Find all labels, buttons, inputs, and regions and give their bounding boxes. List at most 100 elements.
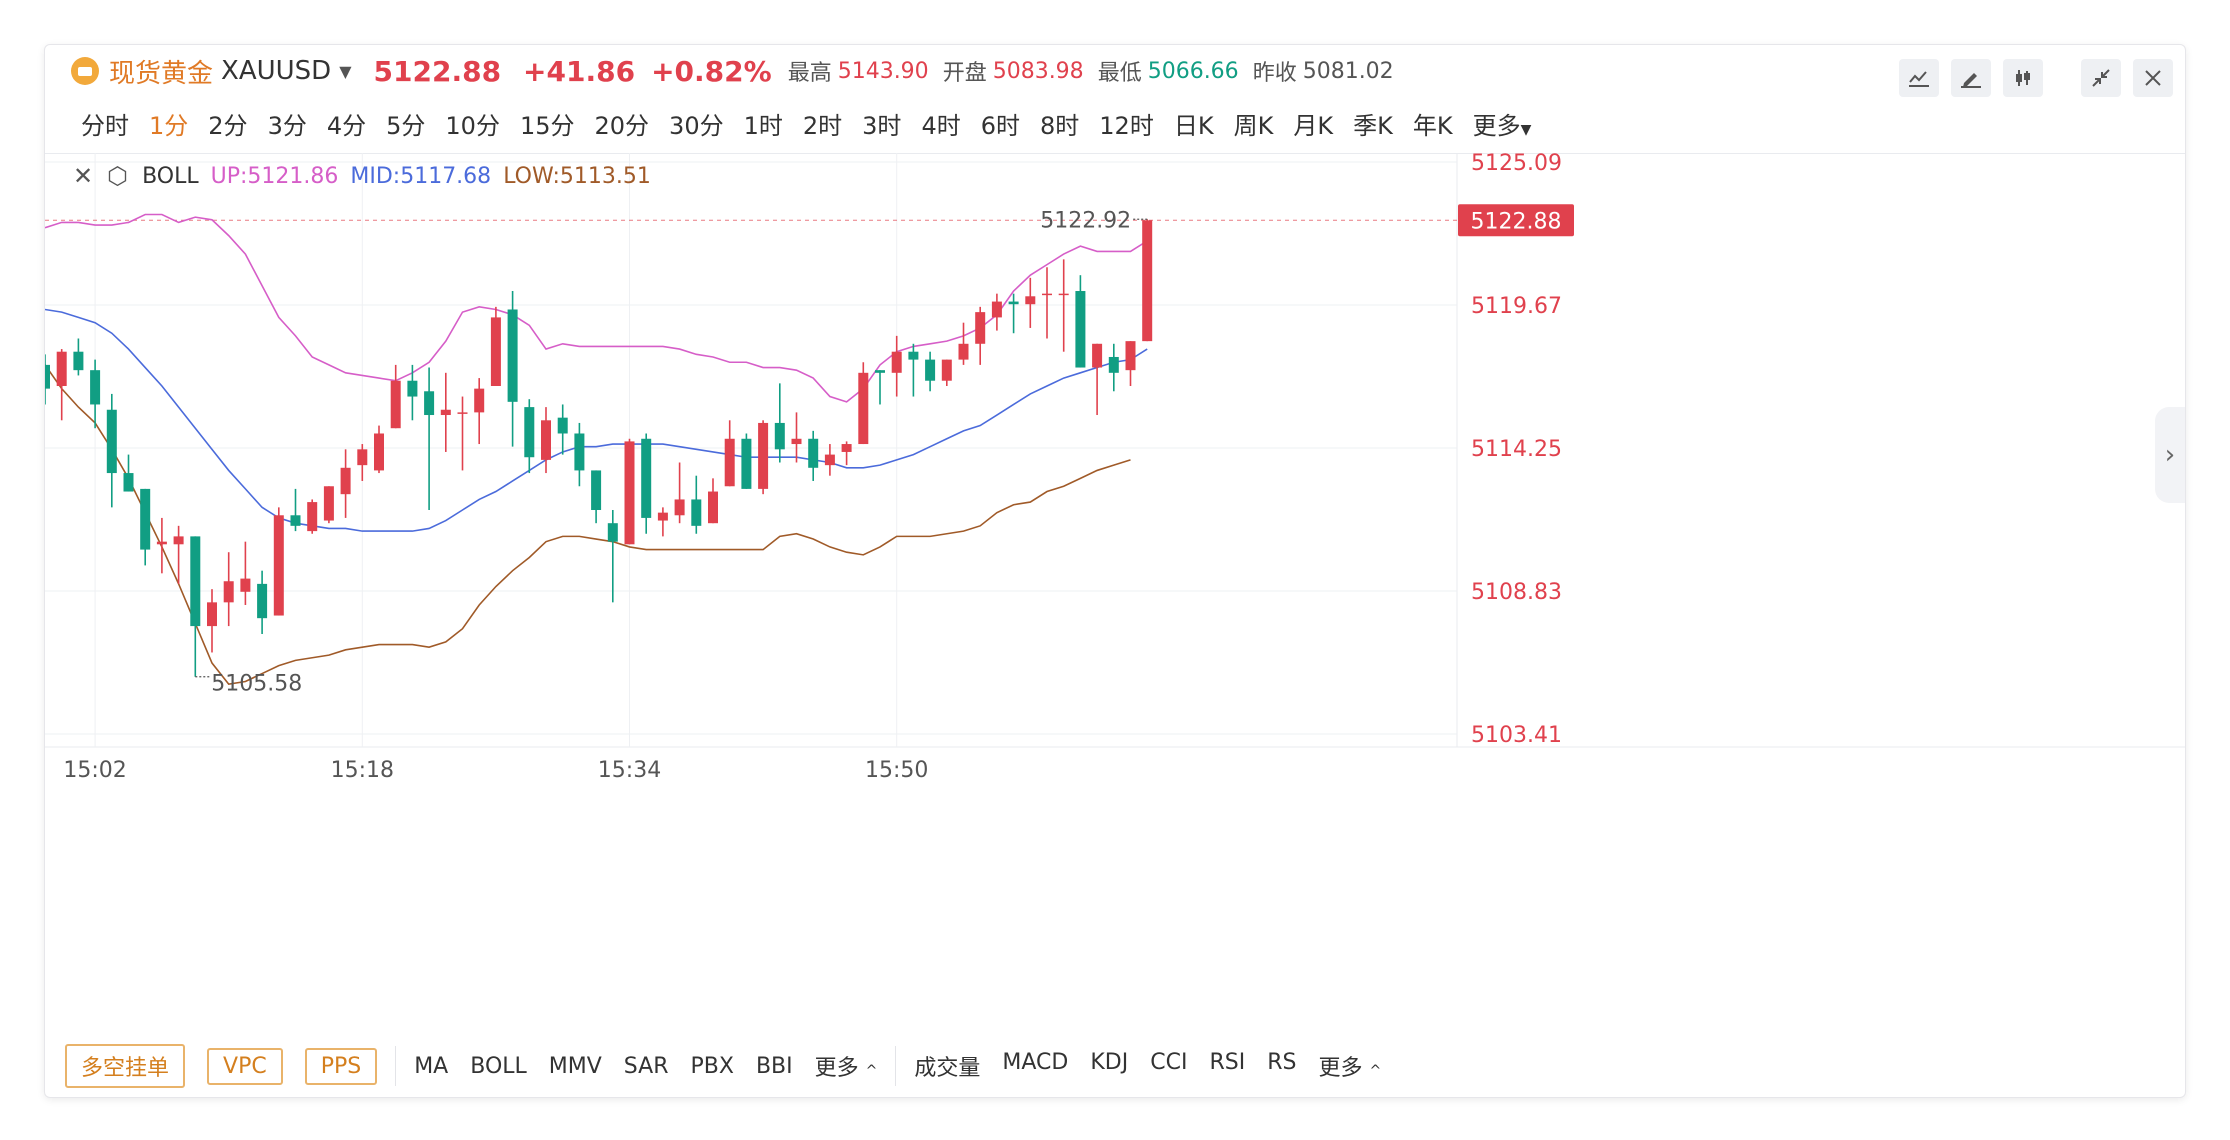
candle-body	[824, 454, 835, 466]
low-value: 5066.66	[1147, 58, 1239, 84]
y-tick-label: 5108.83	[1471, 580, 1562, 605]
candle-body	[674, 499, 685, 516]
candle-body	[774, 422, 785, 450]
main-indicator-more[interactable]: 更多 ^	[814, 1056, 878, 1081]
main-indicator[interactable]: MA	[414, 1053, 449, 1079]
candlestick-chart[interactable]: 5125.09 5119.67 5114.25 5108.83 5103.41 15:02…	[45, 153, 2185, 1043]
boll-low-value: LOW:5113.51	[503, 163, 651, 189]
period-tab[interactable]: 8时	[1040, 111, 1080, 140]
period-tab[interactable]: 2时	[802, 111, 843, 140]
x-tick-label: 15:18	[331, 758, 394, 783]
period-tab[interactable]: 日K	[1173, 111, 1214, 140]
draw-pen-icon[interactable]	[1951, 59, 1991, 97]
candle-body	[524, 407, 535, 458]
indicator-bar: 多空挂单 VPC PPS MA BOLL MMV SAR PBX BBI 更多 ^ 成交量…	[45, 1035, 2185, 1097]
candle-body	[474, 388, 485, 413]
sub-indicator[interactable]: CCI	[1150, 1050, 1188, 1075]
period-tab[interactable]: 3分	[267, 111, 307, 140]
low-label: 最低	[1097, 61, 1142, 86]
main-indicator[interactable]: MMV	[548, 1053, 602, 1079]
candle-body	[240, 578, 251, 592]
candle-body	[357, 449, 368, 466]
candle-body	[624, 441, 635, 545]
candle-body	[374, 433, 384, 471]
collapse-icon[interactable]	[2081, 59, 2121, 97]
candle-body	[925, 359, 936, 381]
boll-up-value: UP:5121.86	[210, 163, 339, 189]
period-tab[interactable]: 20分	[594, 111, 650, 140]
candle-body	[858, 372, 869, 445]
sub-indicator[interactable]: MACD	[1002, 1050, 1069, 1075]
sub-indicator-more[interactable]: 更多 ^	[1318, 1056, 1382, 1081]
instrument-symbol[interactable]: XAUUSD	[221, 56, 332, 86]
candle-body	[607, 523, 618, 542]
prev-close-value: 5081.02	[1302, 58, 1394, 84]
open-label: 开盘	[942, 61, 987, 86]
period-tab[interactable]: 1分	[149, 111, 189, 140]
period-tab[interactable]: 季K	[1353, 111, 1393, 140]
sub-indicator[interactable]: RSI	[1209, 1050, 1246, 1075]
candle-body	[56, 351, 67, 386]
candle-body	[691, 499, 702, 526]
period-tab[interactable]: 月K	[1293, 111, 1334, 140]
candle-body	[741, 438, 752, 489]
period-tab[interactable]: 15分	[519, 111, 575, 140]
close-icon[interactable]: ✕	[73, 162, 94, 190]
candle-body	[490, 317, 501, 386]
prev-close-label: 昨收	[1252, 61, 1297, 86]
instrument-name[interactable]: 现货黄金	[109, 58, 214, 89]
period-tab[interactable]: 年K	[1412, 111, 1453, 140]
close-icon[interactable]	[2133, 59, 2173, 97]
period-tab[interactable]: 12时	[1099, 111, 1154, 140]
main-indicator[interactable]: SAR	[623, 1053, 669, 1079]
period-tab[interactable]: 30分	[669, 111, 724, 140]
y-tick-label: 5114.25	[1471, 437, 1562, 462]
price-change: +41.86	[523, 54, 636, 88]
period-tab[interactable]: 5分	[386, 111, 426, 140]
period-more[interactable]: 更多▼	[1472, 111, 1532, 140]
period-tab[interactable]: 分时	[81, 111, 129, 140]
candle-body	[791, 438, 802, 445]
candle-body	[73, 351, 84, 371]
candle-body	[257, 583, 268, 619]
settings-icon[interactable]: ⬡	[107, 162, 129, 190]
pps-button[interactable]: PPS	[304, 1047, 378, 1085]
candle-body	[340, 467, 351, 495]
sub-indicator[interactable]: RS	[1267, 1050, 1297, 1075]
last-price: 5122.88	[373, 54, 502, 88]
candle-body	[156, 541, 167, 545]
main-indicator[interactable]: BOLL	[470, 1053, 527, 1079]
main-indicator[interactable]: PBX	[690, 1053, 734, 1079]
candle-body	[140, 488, 151, 550]
chevron-right-icon[interactable]: ›	[2155, 407, 2185, 503]
gold-icon	[71, 57, 99, 85]
period-tab[interactable]: 1时	[743, 111, 783, 140]
quote-header: 现货黄金 XAUUSD ▼ 5122.88 +41.86 +0.82% 最高 5…	[45, 45, 2185, 97]
candle-body	[875, 370, 885, 373]
boll-low-line	[45, 364, 1131, 685]
period-tab[interactable]: 6时	[980, 111, 1020, 140]
candle-body	[457, 412, 468, 414]
main-indicator[interactable]: BBI	[755, 1053, 793, 1079]
price-change-pct: +0.82%	[651, 54, 772, 88]
candle-body	[207, 602, 217, 627]
period-tab[interactable]: 4分	[326, 111, 367, 140]
y-tick-label: 5103.41	[1471, 723, 1562, 748]
sub-indicator[interactable]: 成交量	[914, 1056, 981, 1081]
period-tab[interactable]: 周K	[1233, 111, 1274, 140]
candle-body	[991, 301, 1002, 318]
period-tab[interactable]: 10分	[445, 111, 500, 140]
sub-indicator[interactable]: KDJ	[1090, 1050, 1129, 1075]
line-chart-icon[interactable]	[1899, 59, 1939, 97]
candle-body	[90, 370, 101, 405]
period-tab[interactable]: 3时	[862, 111, 902, 140]
chart-toolbar	[1899, 59, 2173, 97]
order-book-button[interactable]: 多空挂单	[65, 1044, 186, 1088]
period-tab[interactable]: 4时	[921, 111, 961, 140]
candle-body	[724, 438, 735, 487]
candle-body	[841, 444, 852, 452]
candlestick-icon[interactable]	[2003, 59, 2043, 97]
vpc-button[interactable]: VPC	[207, 1047, 283, 1085]
period-tab[interactable]: 2分	[208, 111, 248, 140]
chevron-down-icon[interactable]: ▼	[339, 61, 352, 81]
